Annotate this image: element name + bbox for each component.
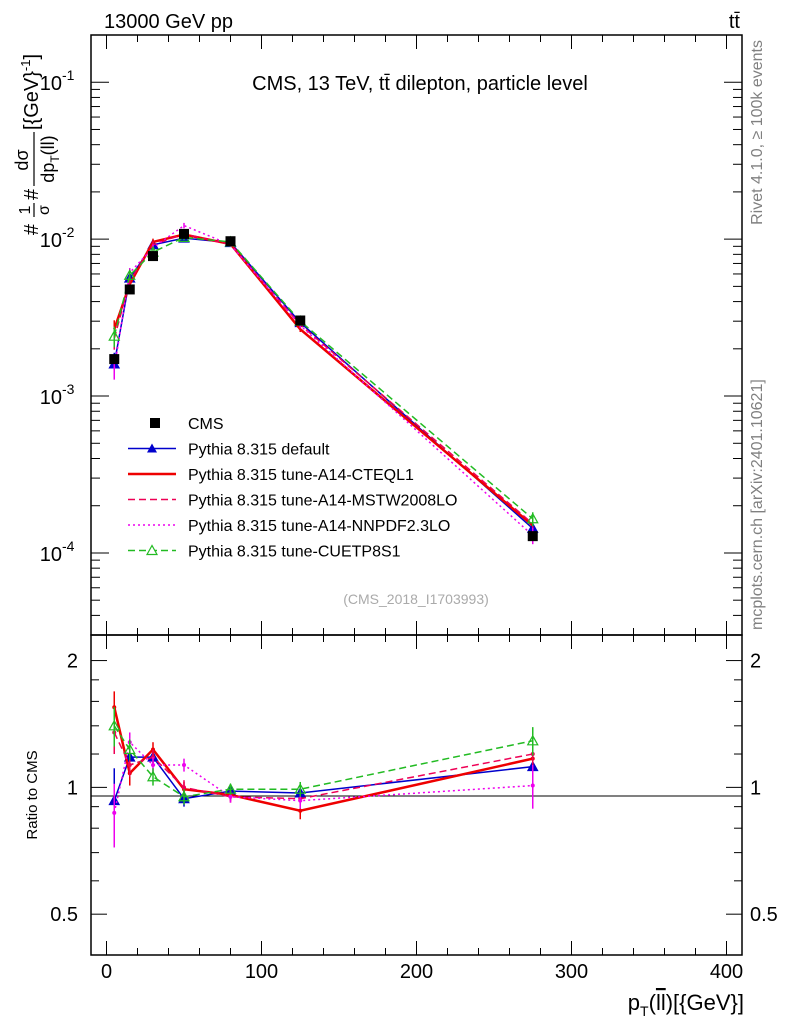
x-tick-label: 0 — [101, 961, 112, 983]
y-tick-exp-main: -2 — [62, 224, 75, 240]
series-point-ratio — [112, 810, 117, 815]
rivet-label: Rivet 4.1.0, ≥ 100k events — [749, 40, 766, 225]
y-tick-label-main: 10 — [40, 230, 62, 252]
series-point-ratio — [127, 763, 132, 768]
series-point-ratio — [530, 783, 535, 788]
y-tick-label-ratio-right: 0.5 — [750, 904, 778, 926]
series-line-ratio — [113, 740, 533, 814]
legend-label: Pythia 8.315 default — [188, 442, 330, 459]
y-tick-label-main: 10 — [40, 73, 62, 95]
series-marker — [526, 512, 539, 524]
series-marker-ratio — [146, 770, 160, 782]
legend-marker — [145, 544, 159, 556]
series-marker-ratio — [224, 782, 237, 794]
series-line-main — [113, 224, 534, 537]
series-point-ratio — [182, 763, 186, 768]
x-tick-label: 400 — [710, 961, 743, 983]
legend-label: Pythia 8.315 tune-A14-MSTW2008LO — [188, 493, 457, 510]
legend-label: Pythia 8.315 tune-A14-CTEQL1 — [188, 467, 414, 484]
y-tick-label-ratio: 1 — [67, 777, 78, 799]
axis-ticks — [91, 34, 742, 955]
data-point — [295, 315, 306, 326]
y-tick-exp-main: -3 — [62, 381, 75, 397]
ratio-frame — [90, 634, 743, 956]
x-axis-label: pT(ll)[{GeV}] — [628, 990, 744, 1019]
series-point-ratio — [151, 763, 155, 768]
y-tick-label-ratio: 0.5 — [50, 904, 78, 926]
series-line-ratio — [113, 706, 534, 813]
ratio-panel-series — [108, 691, 539, 848]
series-line-ratio — [113, 725, 533, 798]
y-label-dsigma: dσ — [12, 149, 32, 170]
y-tick-label-ratio-right: 1 — [750, 777, 761, 799]
data-point — [124, 284, 135, 295]
series-marker-ratio — [108, 719, 121, 731]
y-tick-exp-main: -4 — [62, 538, 75, 554]
data-point — [527, 531, 538, 542]
series-marker-ratio — [294, 782, 307, 794]
y-tick-label-main: 10 — [40, 544, 62, 566]
series-line-main — [113, 237, 534, 529]
series-point-ratio — [298, 808, 303, 813]
legend-marker-data — [150, 418, 160, 428]
y-label-hash: # — [21, 188, 43, 200]
beam-label: 13000 GeV pp — [104, 11, 233, 33]
series-point-ratio — [228, 794, 233, 799]
legend-label: Pythia 8.315 tune-CUETP8S1 — [188, 544, 401, 561]
mcplots-label: mcplots.cern.ch [arXiv:2401.10621] — [749, 379, 766, 630]
y-tick-label-ratio: 2 — [67, 651, 78, 673]
series-marker-ratio — [526, 734, 539, 746]
data-point — [148, 251, 158, 262]
process-label: tt̄ — [729, 11, 741, 33]
data-point — [225, 236, 236, 247]
series-point-ratio — [182, 785, 186, 790]
legend-label-data: CMS — [188, 416, 224, 433]
analysis-label: (CMS_2018_I1703993) — [343, 591, 489, 607]
legend-label: Pythia 8.315 tune-A14-NNPDF2.3LO — [188, 518, 450, 535]
legend-marker — [147, 443, 157, 453]
y-label-prefix: # — [21, 223, 43, 235]
y-label-sigma: σ — [36, 205, 53, 215]
y-axis-label-main: # 1 σ # dσ dpT(ll) [{GeV}-1] — [12, 54, 62, 235]
legend: CMS Pythia 8.315 default Pythia 8.315 tune… — [128, 416, 457, 561]
x-tick-label: 300 — [555, 961, 588, 983]
x-tick-label: 200 — [400, 961, 433, 983]
y-tick-exp-main: -1 — [62, 67, 75, 83]
y-tick-label-main: 10 — [40, 387, 62, 409]
series-marker — [108, 329, 121, 341]
series-marker-ratio — [177, 790, 191, 802]
x-tick-label: 100 — [245, 961, 278, 983]
main-panel-series — [108, 222, 539, 545]
y-tick-label-ratio-right: 2 — [750, 651, 761, 673]
series-point-ratio — [298, 798, 303, 803]
data-point — [109, 354, 120, 365]
y-label-dpt: dpT(ll) — [38, 135, 62, 182]
plot-title: CMS, 13 TeV, tt̄ dilepton, particle leve… — [252, 73, 588, 95]
y-axis-label-ratio: Ratio to CMS — [24, 750, 41, 839]
data-point — [179, 228, 189, 239]
series-marker-ratio — [123, 743, 136, 755]
y-label-one: 1 — [17, 205, 34, 214]
series-marker — [123, 269, 136, 280]
